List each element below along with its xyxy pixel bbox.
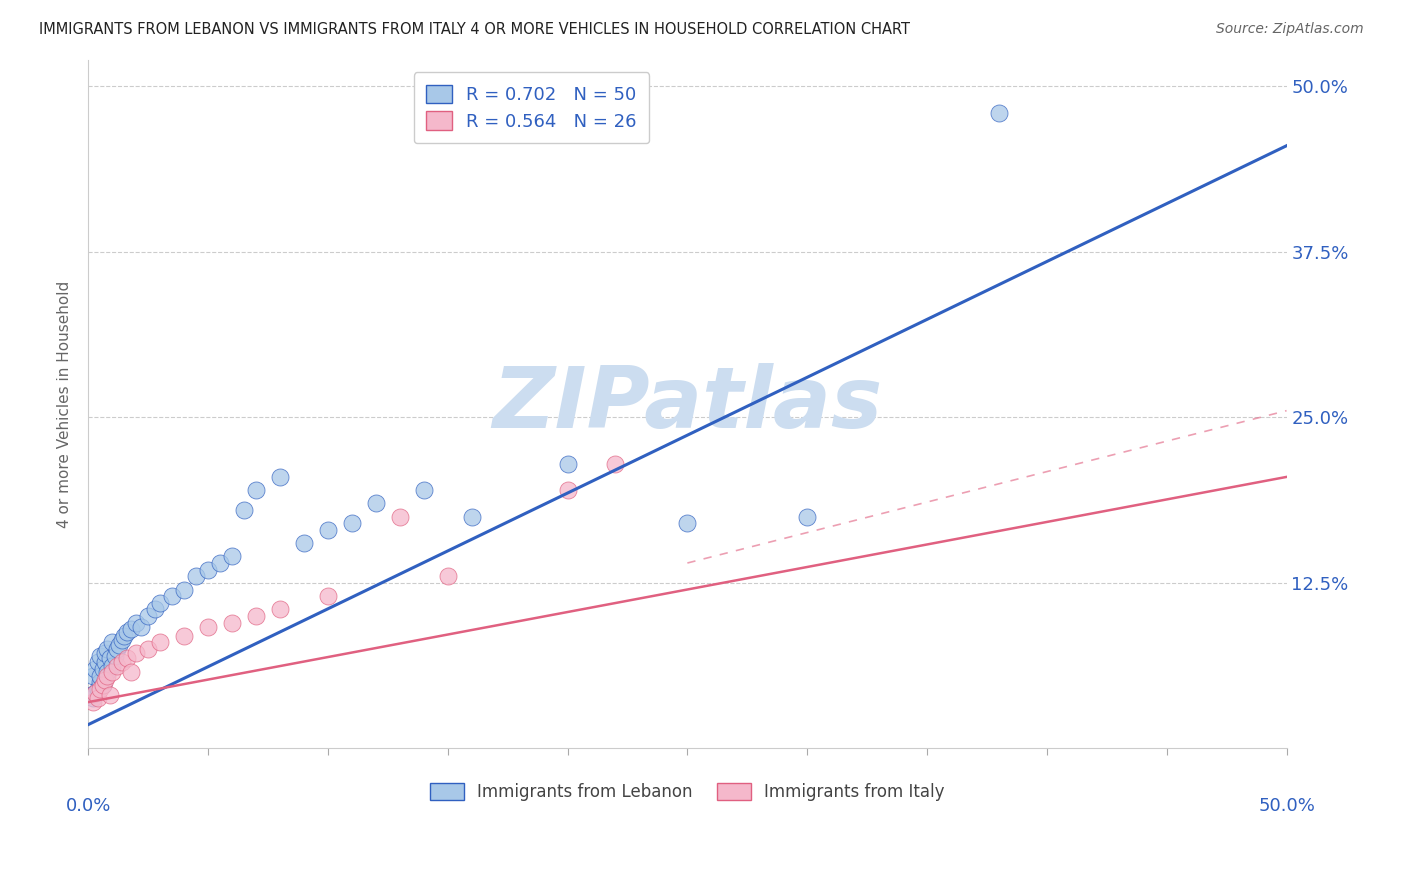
Point	[105, 642, 128, 657]
Point	[105, 659, 128, 673]
Point	[91, 678, 114, 692]
Point	[605, 457, 627, 471]
Point	[120, 665, 142, 679]
Point	[120, 622, 142, 636]
Point	[136, 642, 159, 657]
Point	[208, 556, 231, 570]
Point	[115, 624, 138, 639]
Point	[269, 602, 291, 616]
Point	[557, 483, 579, 497]
Text: 0.0%: 0.0%	[66, 797, 111, 814]
Point	[89, 675, 111, 690]
Text: Source: ZipAtlas.com: Source: ZipAtlas.com	[1216, 22, 1364, 37]
Point	[82, 691, 104, 706]
Point	[292, 536, 315, 550]
Text: 50.0%: 50.0%	[1258, 797, 1315, 814]
Point	[87, 656, 110, 670]
Y-axis label: 4 or more Vehicles in Household: 4 or more Vehicles in Household	[58, 280, 72, 528]
Point	[125, 646, 148, 660]
Point	[112, 629, 135, 643]
Point	[87, 681, 110, 696]
Point	[98, 651, 121, 665]
Point	[84, 662, 107, 676]
Point	[82, 695, 104, 709]
Point	[197, 563, 219, 577]
Point	[388, 509, 411, 524]
Point	[98, 689, 121, 703]
Point	[103, 648, 125, 663]
Point	[96, 665, 118, 679]
Point	[108, 638, 131, 652]
Point	[89, 681, 111, 696]
Point	[412, 483, 434, 497]
Point	[94, 646, 117, 660]
Point	[136, 609, 159, 624]
Point	[96, 642, 118, 657]
Point	[111, 632, 134, 647]
Point	[184, 569, 207, 583]
Point	[89, 668, 111, 682]
Point	[111, 656, 134, 670]
Point	[436, 569, 458, 583]
Point	[101, 659, 124, 673]
Point	[101, 665, 124, 679]
Point	[173, 582, 195, 597]
Point	[340, 516, 363, 531]
Point	[316, 523, 339, 537]
Point	[129, 619, 152, 633]
Point	[91, 678, 114, 692]
Point	[987, 105, 1010, 120]
Point	[245, 483, 267, 497]
Point	[125, 615, 148, 630]
Point	[84, 686, 107, 700]
Point	[364, 496, 387, 510]
Point	[676, 516, 699, 531]
Point	[269, 470, 291, 484]
Point	[796, 509, 818, 524]
Point	[82, 668, 104, 682]
Point	[84, 686, 107, 700]
Point	[221, 615, 243, 630]
Point	[160, 589, 183, 603]
Point	[96, 668, 118, 682]
Text: ZIPatlas: ZIPatlas	[492, 362, 883, 445]
Point	[115, 651, 138, 665]
Point	[557, 457, 579, 471]
Point	[94, 673, 117, 687]
Point	[173, 629, 195, 643]
Point	[233, 503, 256, 517]
Point	[101, 635, 124, 649]
Point	[143, 602, 166, 616]
Point	[460, 509, 482, 524]
Point	[245, 609, 267, 624]
Point	[94, 656, 117, 670]
Point	[91, 662, 114, 676]
Point	[197, 619, 219, 633]
Legend: Immigrants from Lebanon, Immigrants from Italy: Immigrants from Lebanon, Immigrants from…	[422, 774, 953, 809]
Point	[221, 549, 243, 564]
Point	[79, 689, 101, 703]
Point	[89, 648, 111, 663]
Point	[87, 691, 110, 706]
Text: IMMIGRANTS FROM LEBANON VS IMMIGRANTS FROM ITALY 4 OR MORE VEHICLES IN HOUSEHOLD: IMMIGRANTS FROM LEBANON VS IMMIGRANTS FR…	[39, 22, 910, 37]
Point	[316, 589, 339, 603]
Point	[149, 635, 172, 649]
Point	[149, 596, 172, 610]
